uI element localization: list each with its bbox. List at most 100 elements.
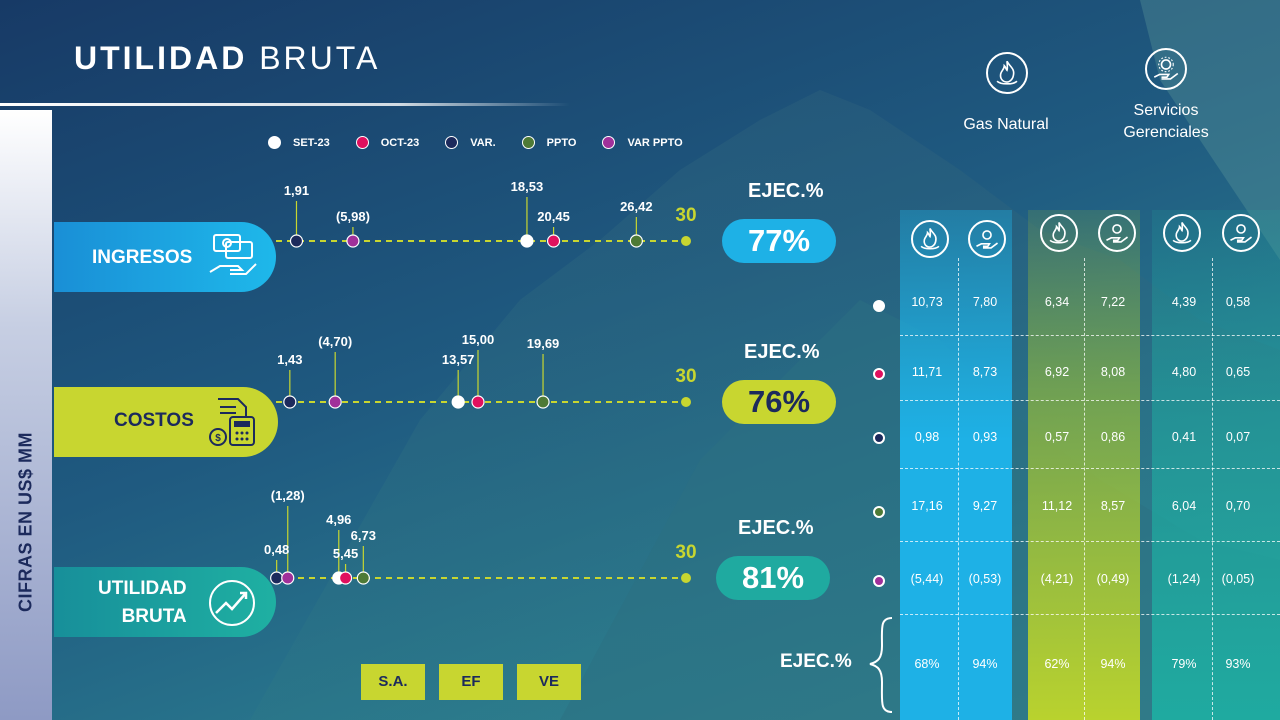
ingresos-ejec-label: EJEC.% (748, 180, 824, 202)
table-cell-var: 0,93 (972, 430, 998, 444)
utilidad-label-ppto: 6,73 (350, 528, 376, 543)
costos-ejec-label: EJEC.% (744, 341, 820, 363)
utilidad-label-set23: 4,96 (326, 512, 352, 527)
ingresos-banner: INGRESOS (54, 222, 276, 292)
utilidad-point-var-ppto (281, 571, 295, 585)
utilidad-ejec-value: 81% (716, 556, 830, 600)
utilidad-label-oct23: 5,45 (332, 546, 359, 561)
ef-gas-icon (1040, 214, 1078, 252)
table-row-divider (900, 614, 1280, 615)
services-gear-hand-icon (1145, 48, 1187, 90)
ingresos-point-var (289, 234, 304, 248)
ingresos-label: INGRESOS (92, 247, 193, 268)
table-cell-var: 0,86 (1100, 430, 1126, 444)
table-cell-ppto: 17,16 (911, 499, 943, 513)
ve-services-icon (1222, 214, 1260, 252)
ingresos-scale-end (681, 236, 691, 246)
table-cell-ejec: 62% (1044, 657, 1070, 671)
growth-chart-icon (209, 580, 255, 626)
ve-gas-icon (1163, 214, 1201, 252)
table-cell-ejec: 93% (1225, 657, 1251, 671)
table-cell-ppto: 6,04 (1171, 499, 1197, 513)
legend-dot-var (445, 136, 459, 149)
table-col-divider (1212, 258, 1213, 720)
table-cell-oct23: 4,80 (1171, 365, 1197, 379)
costos-point-set23 (451, 395, 465, 409)
table-cell-ppto: 9,27 (972, 499, 998, 513)
ve-column-band (1152, 210, 1280, 720)
sa-services-icon (968, 220, 1006, 258)
table-cell-oct23: 8,73 (972, 365, 998, 379)
segment-button-ef[interactable]: EF (439, 664, 503, 700)
table-marker-var (873, 432, 885, 444)
svg-text:$: $ (215, 433, 221, 444)
calculator-icon: $ (209, 398, 255, 446)
legend-label-ppto: PPTO (546, 136, 577, 149)
costos-point-var-ppto (328, 395, 342, 409)
ingresos-scale-max: 30 (675, 205, 697, 226)
segment-button-ve[interactable]: VE (517, 664, 581, 700)
utilidad-point-var (270, 571, 284, 585)
table-cell-var-ppto: (1,24) (1167, 572, 1201, 586)
costos-label-ppto: 19,69 (526, 336, 560, 351)
table-col-divider (958, 258, 959, 720)
sidebar: CIFRAS EN US$ MM (0, 110, 52, 720)
table-cell-oct23: 11,71 (911, 365, 943, 379)
costos-point-var (283, 395, 297, 409)
table-cell-var-ppto: (0,53) (968, 572, 1002, 586)
table-cell-var: 0,07 (1225, 430, 1251, 444)
table-cell-oct23: 6,92 (1044, 365, 1070, 379)
table-cell-var: 0,57 (1044, 430, 1070, 444)
ingresos-point-ppto (629, 234, 643, 248)
servicios-heading: Servicios Gerenciales (1118, 100, 1214, 144)
ingresos-label-var-ppto: (5,98) (335, 209, 370, 224)
title-bold: UTILIDAD (74, 40, 248, 76)
costos-point-oct23 (471, 395, 485, 409)
legend-label-var-ppto: VAR PPTO (627, 136, 683, 149)
table-row-divider (900, 468, 1280, 469)
costos-ejec-value: 76% (722, 380, 836, 424)
table-marker-oct23 (873, 368, 885, 380)
brace-icon (869, 617, 893, 713)
table-cell-var-ppto: (4,21) (1040, 572, 1074, 586)
table-cell-set23: 4,39 (1171, 295, 1197, 309)
utilidad-banner: UTILIDAD BRUTA (54, 567, 276, 637)
legend-item-oct23: OCT-23 (355, 136, 419, 149)
legend-item-ppto: PPTO (521, 136, 577, 149)
servicios-heading-line2: Gerenciales (1123, 124, 1209, 141)
legend-dot-var-ppto (602, 136, 616, 149)
costos-label-set23: 13,57 (441, 352, 475, 367)
gas-natural-heading: Gas Natural (963, 116, 1049, 133)
table-row-divider (900, 541, 1280, 542)
table-cell-var: 0,41 (1171, 430, 1197, 444)
utilidad-label: UTILIDAD BRUTA (98, 575, 187, 631)
utilidad-label-line2: BRUTA (121, 606, 187, 627)
segment-button-sa[interactable]: S.A. (361, 664, 425, 700)
legend: SET-23 OCT-23 VAR. PPTO VAR PPTO (268, 136, 709, 149)
ingresos-label-set23: 18,53 (510, 179, 544, 194)
ingresos-point-var-ppto (346, 234, 360, 248)
table-cell-set23: 10,73 (911, 295, 943, 309)
ef-services-icon (1098, 214, 1136, 252)
legend-item-set23: SET-23 (268, 136, 330, 149)
table-cell-var: 0,98 (914, 430, 940, 444)
costos-label-var: 1,43 (277, 352, 303, 367)
table-row-divider (900, 335, 1280, 336)
table-col-divider (1084, 258, 1085, 720)
utilidad-point-oct23 (338, 571, 353, 585)
sa-column-band (900, 210, 1012, 720)
utilidad-scale-end (681, 573, 691, 583)
table-marker-ppto (873, 506, 885, 518)
costos-label-var-ppto: (4,70) (318, 334, 353, 349)
table-cell-ppto: 8,57 (1100, 499, 1126, 513)
table-cell-ejec: 68% (914, 657, 940, 671)
table-marker-set23 (873, 300, 885, 312)
legend-item-var-ppto: VAR PPTO (602, 136, 683, 149)
table-row-divider (900, 400, 1280, 401)
costos-scale-end (681, 397, 691, 407)
table-marker-var-ppto (873, 575, 885, 587)
table-cell-set23: 7,80 (972, 295, 998, 309)
title-light: BRUTA (259, 40, 381, 76)
legend-dot-ppto (521, 136, 535, 149)
